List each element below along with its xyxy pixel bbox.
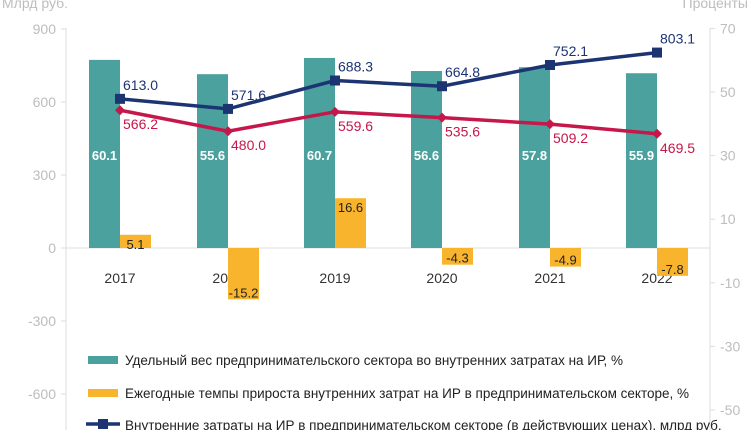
red-line-label: 469.5 (660, 140, 695, 156)
left-tick-label: 600 (33, 94, 57, 110)
growth-bar-label: -4.3 (446, 251, 468, 266)
current-prices-point (437, 81, 447, 92)
left-tick-label: 900 (33, 21, 57, 37)
left-tick-label: 0 (48, 240, 56, 256)
growth-bar-label: -4.9 (554, 253, 576, 268)
right-tick-label: 50 (720, 84, 736, 100)
red-line-point (330, 106, 340, 117)
growth-bar-label: -15.2 (229, 285, 259, 300)
left-tick-label: -300 (28, 313, 56, 329)
growth-bar (550, 248, 581, 267)
right-tick-label: -50 (720, 402, 740, 418)
growth-bar (657, 248, 688, 276)
right-tick-label: 10 (720, 211, 736, 227)
right-tick-label: 70 (720, 20, 736, 36)
red-line-label: 559.6 (338, 118, 373, 134)
x-tick-label: 2017 (104, 270, 135, 286)
current-prices-label: 752.1 (553, 43, 588, 59)
growth-bar (228, 248, 259, 300)
current-prices-point (545, 59, 555, 70)
current-prices-line (119, 50, 658, 111)
growth-bar (120, 234, 151, 248)
left-axis-label: Млрд руб. (2, 0, 68, 11)
right-tick-label: -10 (720, 275, 740, 291)
x-tick-label: 2020 (426, 270, 457, 286)
red-line-label: 480.0 (231, 137, 266, 153)
legend-share-swatch (88, 356, 118, 364)
legend-line-marker (98, 419, 108, 429)
right-tick-label: -30 (720, 338, 740, 354)
share-bar-label: 55.6 (200, 148, 225, 163)
share-bar-label: 55.9 (629, 148, 654, 163)
growth-bar-label: 16.6 (338, 200, 363, 215)
red-line-label: 566.2 (123, 116, 158, 132)
share-bar-label: 60.1 (92, 148, 117, 163)
right-axis-label: Проценты (683, 0, 749, 11)
current-prices-point (115, 93, 125, 104)
share-bar-label: 57.8 (522, 148, 547, 163)
current-prices-label: 688.3 (338, 59, 373, 75)
x-tick-label: 2021 (534, 270, 565, 286)
red-line (119, 108, 658, 136)
share-bar (626, 73, 657, 248)
red-line-point (437, 112, 447, 123)
growth-bar (335, 198, 366, 248)
x-tick-label: 2019 (319, 270, 350, 286)
growth-bar-label: 5.1 (126, 237, 144, 252)
share-bar (519, 67, 550, 248)
current-prices-label: 571.6 (231, 87, 266, 103)
current-prices-point (223, 103, 233, 114)
legend-share-label: Удельный вес предпринимательского сектор… (125, 353, 623, 368)
share-bar-label: 56.6 (414, 148, 439, 163)
legend-growth-label: Ежегодные темпы прироста внутренних затр… (125, 386, 689, 401)
current-prices-label: 664.8 (445, 64, 480, 80)
red-line-point (545, 119, 555, 130)
current-prices-point (652, 47, 662, 58)
share-bar-label: 60.7 (307, 148, 332, 163)
legend-growth-swatch (88, 389, 118, 397)
left-tick-label: -600 (28, 386, 56, 402)
red-line-point (223, 126, 233, 137)
share-bar (89, 59, 120, 248)
red-line-label: 509.2 (553, 130, 588, 146)
red-line-point (652, 128, 662, 139)
current-prices-point (330, 75, 340, 86)
share-bar (304, 57, 335, 248)
current-prices-label: 803.1 (660, 31, 695, 47)
right-tick-label: 30 (720, 148, 736, 164)
share-bar (197, 74, 228, 248)
growth-bar (442, 248, 473, 265)
legend-line-label: Внутренние затраты на ИР в предпринимате… (125, 418, 722, 430)
red-line-label: 535.6 (445, 124, 480, 140)
left-tick-label: 300 (33, 167, 57, 183)
red-line-point (115, 105, 125, 116)
growth-bar-label: -7.8 (661, 262, 683, 277)
share-bar (411, 71, 442, 249)
current-prices-label: 613.0 (123, 77, 158, 93)
